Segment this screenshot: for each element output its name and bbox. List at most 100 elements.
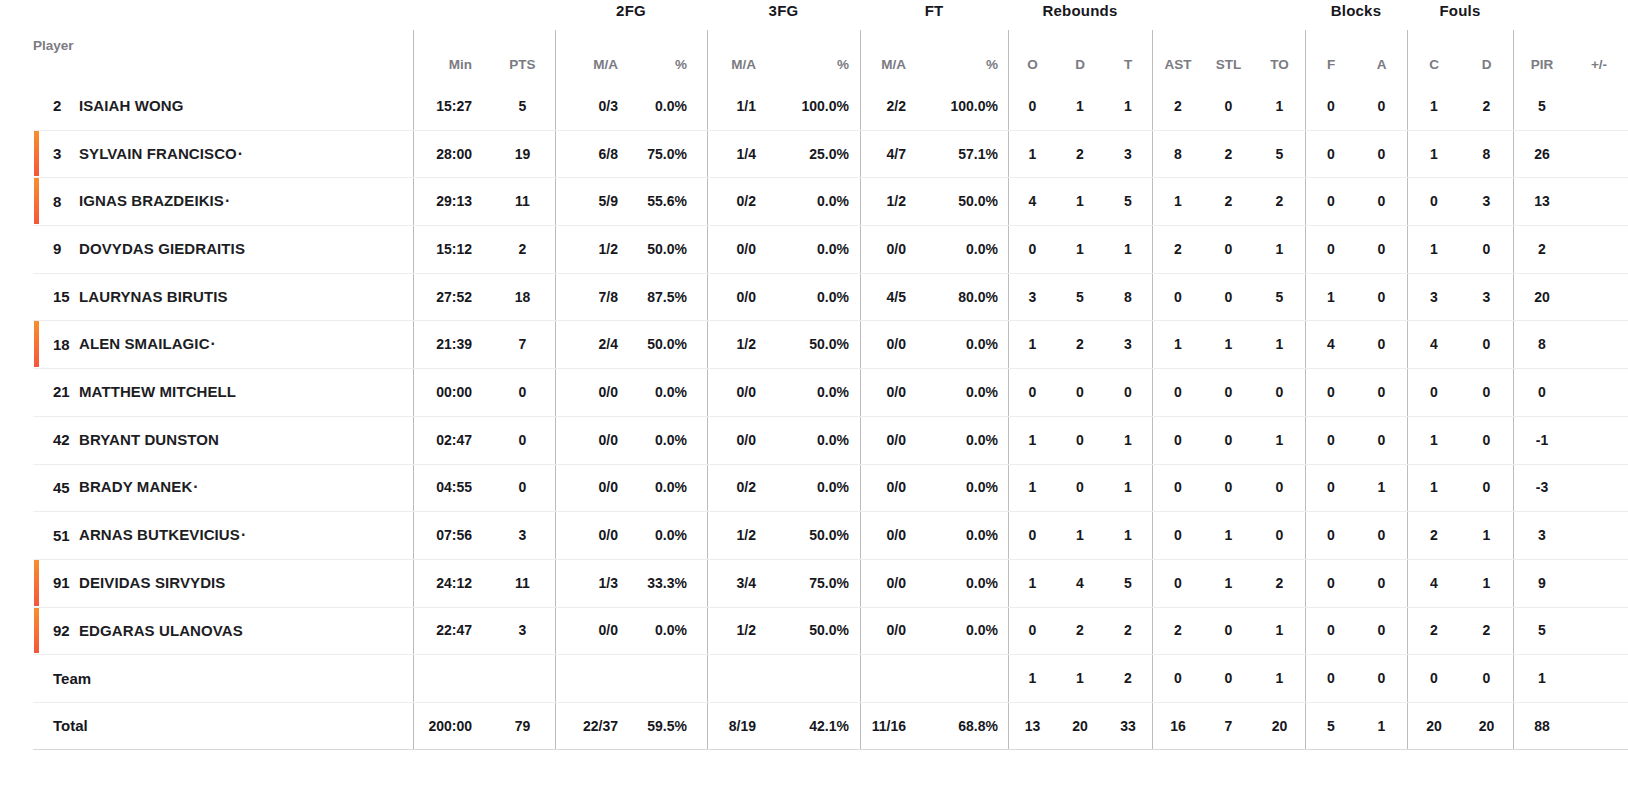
stat-cell: 0 [1305, 654, 1356, 702]
on-court-indicator-bar [34, 560, 39, 606]
stat-cell: 0.0% [782, 464, 860, 512]
stat-cell: 15:12 [413, 225, 490, 273]
stat-cell: 0 [1305, 511, 1356, 559]
stat-cell: 1/2 [555, 225, 630, 273]
player-row[interactable]: 18ALEN SMAILAGIC·21:3972/450.0%1/250.0%0… [0, 320, 1628, 368]
stat-cell: 4 [1305, 320, 1356, 368]
player-row[interactable]: 9DOVYDAS GIEDRAITIS15:1221/250.0%0/00.0%… [0, 225, 1628, 273]
player-name[interactable]: DEIVIDAS SIRVYDIS [79, 574, 225, 591]
player-number: 45 [53, 479, 79, 496]
player-row[interactable]: 51ARNAS BUTKEVICIUS·07:5630/00.0%1/250.0… [0, 511, 1628, 559]
player-first-name: IGNAS [79, 192, 131, 209]
player-row[interactable]: 3SYLVAIN FRANCISCO·28:00196/875.0%1/425.… [0, 130, 1628, 178]
stat-cell: 0 [1254, 511, 1305, 559]
player-row[interactable]: 21MATTHEW MITCHELL00:0000/00.0%0/00.0%0/… [0, 368, 1628, 416]
stat-cell: 1 [1407, 464, 1460, 512]
stat-cell: 0 [1305, 368, 1356, 416]
stat-cell: 0 [1460, 368, 1513, 416]
stat-cell [630, 654, 707, 702]
stat-cell: 0 [1460, 654, 1513, 702]
player-number: 15 [53, 288, 79, 305]
stat-cell [555, 654, 630, 702]
player-row[interactable]: 92EDGARAS ULANOVAS22:4730/00.0%1/250.0%0… [0, 607, 1628, 655]
stat-cell: 0/0 [860, 225, 934, 273]
stat-cell: 4 [1407, 559, 1460, 607]
stat-cell: 0 [1203, 225, 1254, 273]
player-name[interactable]: DOVYDAS GIEDRAITIS [79, 240, 245, 257]
column-header-pts: PTS [490, 30, 555, 82]
stat-cell: 0/0 [555, 464, 630, 512]
stat-cell: 8/19 [707, 702, 782, 750]
stat-cell: 50.0% [630, 225, 707, 273]
on-court-indicator-bar [34, 608, 39, 654]
stat-cell: 02:47 [413, 416, 490, 464]
stat-cell: 200:00 [413, 702, 490, 750]
player-name[interactable]: ALEN SMAILAGIC· [79, 335, 216, 353]
stat-cell: 11 [490, 177, 555, 225]
stat-cell: 0 [1407, 368, 1460, 416]
stat-cell: 5 [490, 82, 555, 130]
stat-cell: 00:00 [413, 368, 490, 416]
group-header-rebounds: Rebounds [1008, 0, 1152, 30]
player-row[interactable]: 45BRADY MANEK·04:5500/00.0%0/20.0%0/00.0… [0, 464, 1628, 512]
stat-cell: 8 [1513, 320, 1570, 368]
player-name[interactable]: ARNAS BUTKEVICIUS· [79, 526, 246, 544]
stat-cell: 0 [1008, 607, 1056, 655]
stat-cell: 0 [1356, 130, 1407, 178]
stat-cell: 1 [1460, 559, 1513, 607]
stat-cell: 0 [1152, 559, 1203, 607]
stat-cell: 2 [1460, 82, 1513, 130]
stat-cell: 1/2 [707, 511, 782, 559]
player-row[interactable]: 15LAURYNAS BIRUTIS27:52187/887.5%0/00.0%… [0, 273, 1628, 321]
starter-marker: · [211, 335, 216, 352]
stat-cell: 3 [1513, 511, 1570, 559]
stat-cell: 2 [1104, 654, 1152, 702]
stat-cell: 4 [1407, 320, 1460, 368]
stat-cell: 1 [1460, 511, 1513, 559]
stat-cell: 1 [1008, 416, 1056, 464]
stat-cell [1570, 702, 1628, 750]
stat-cell: 0.0% [630, 82, 707, 130]
player-row[interactable]: 2ISAIAH WONG15:2750/30.0%1/1100.0%2/2100… [0, 82, 1628, 130]
player-cell: 18ALEN SMAILAGIC· [0, 320, 413, 368]
player-name[interactable]: MATTHEW MITCHELL [79, 383, 236, 400]
player-number: 2 [53, 97, 79, 114]
player-name[interactable]: EDGARAS ULANOVAS [79, 622, 243, 639]
player-last-name: GIEDRAITIS [158, 240, 245, 257]
player-number: 18 [53, 336, 79, 353]
player-number: 91 [53, 574, 79, 591]
column-header-plus-minus: +/- [1570, 30, 1628, 82]
stat-cell: 2 [1056, 607, 1104, 655]
stat-cell: 0 [1104, 368, 1152, 416]
player-cell: 91DEIVIDAS SIRVYDIS [0, 559, 413, 607]
starter-marker: · [241, 526, 246, 543]
stat-cell [490, 654, 555, 702]
stat-cell: 1 [1203, 511, 1254, 559]
stat-cell: 1 [1305, 273, 1356, 321]
stat-cell: 75.0% [782, 559, 860, 607]
player-name[interactable]: ISAIAH WONG [79, 97, 183, 114]
player-name[interactable]: BRADY MANEK· [79, 478, 199, 496]
stat-cell: 5 [1104, 177, 1152, 225]
stat-cell: 2 [1407, 607, 1460, 655]
player-last-name: MITCHELL [160, 383, 237, 400]
player-cell: 3SYLVAIN FRANCISCO· [0, 130, 413, 178]
player-row[interactable]: 8IGNAS BRAZDEIKIS·29:13115/955.6%0/20.0%… [0, 177, 1628, 225]
stat-cell: 3/4 [707, 559, 782, 607]
stat-cell: -3 [1513, 464, 1570, 512]
stat-cell: 0 [1460, 225, 1513, 273]
stat-cell: 5 [1254, 273, 1305, 321]
total-label-cell: Total [0, 702, 413, 750]
stat-cell: 28:00 [413, 130, 490, 178]
player-name[interactable]: IGNAS BRAZDEIKIS· [79, 192, 230, 210]
player-name[interactable]: LAURYNAS BIRUTIS [79, 288, 228, 305]
player-row[interactable]: 91DEIVIDAS SIRVYDIS24:12111/333.3%3/475.… [0, 559, 1628, 607]
stat-cell: 100.0% [782, 82, 860, 130]
stat-cell: 0 [1305, 416, 1356, 464]
player-name[interactable]: SYLVAIN FRANCISCO· [79, 145, 243, 163]
player-name[interactable]: BRYANT DUNSTON [79, 431, 219, 448]
column-header-reb-o: O [1008, 30, 1056, 82]
stat-cell: 0/0 [860, 559, 934, 607]
stat-cell: 6/8 [555, 130, 630, 178]
player-row[interactable]: 42BRYANT DUNSTON02:4700/00.0%0/00.0%0/00… [0, 416, 1628, 464]
